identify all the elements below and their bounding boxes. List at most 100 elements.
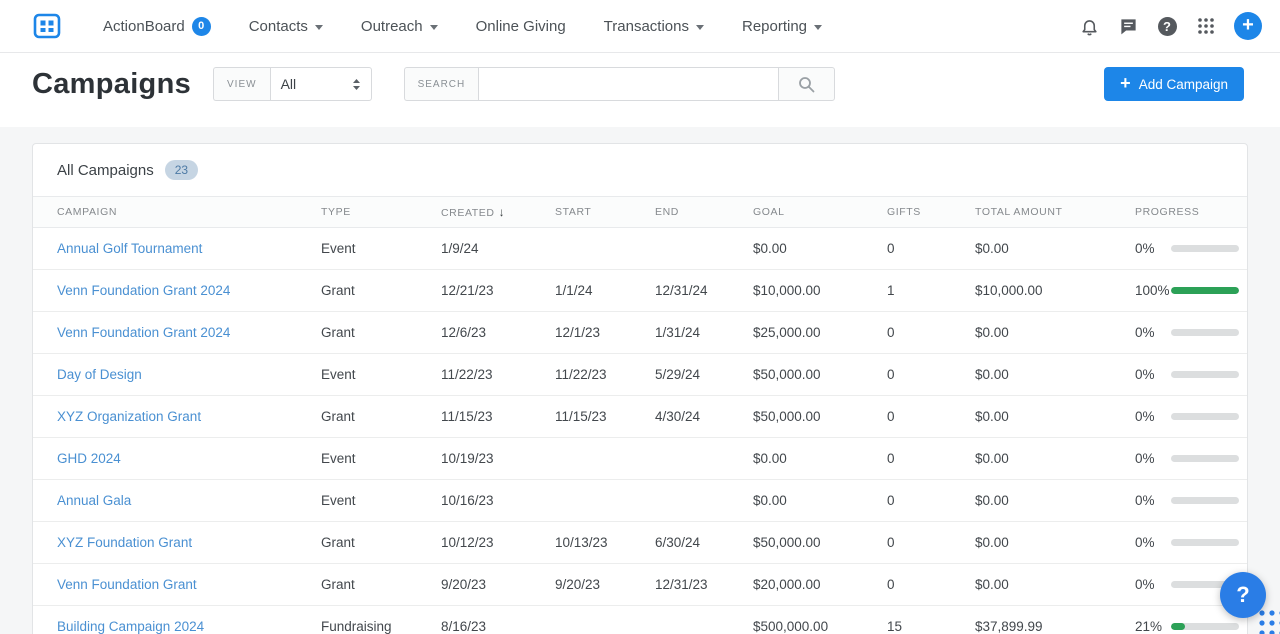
nav-item-actionboard[interactable]: ActionBoard 0 (84, 0, 230, 53)
campaign-start: 11/15/23 (545, 395, 645, 438)
campaign-link[interactable]: Annual Gala (57, 493, 132, 508)
campaign-start (545, 437, 645, 480)
progress-label: 100% (1135, 283, 1170, 298)
bell-icon[interactable] (1078, 15, 1100, 37)
campaign-gifts: 0 (877, 521, 965, 564)
campaign-total-amount: $0.00 (965, 479, 1125, 522)
campaign-gifts: 15 (877, 605, 965, 634)
help-icon[interactable]: ? (1156, 15, 1178, 37)
nav-transactions-label: Transactions (603, 17, 689, 35)
progress-label: 0% (1135, 241, 1155, 256)
progress-label: 0% (1135, 493, 1155, 508)
card-title: All Campaigns (57, 161, 154, 179)
launcher-dots-icon[interactable] (1257, 608, 1280, 634)
table-row: XYZ Organization Grant Grant 11/15/23 11… (33, 395, 1247, 438)
column-header-progress[interactable]: PROGRESS (1125, 196, 1247, 228)
campaign-created: 9/20/23 (431, 563, 545, 606)
view-select[interactable]: All (269, 67, 372, 101)
progress-bar-fill (1171, 287, 1239, 294)
select-arrows-icon (352, 78, 360, 90)
search-input[interactable] (478, 67, 779, 101)
progress-bar (1171, 455, 1239, 462)
nav-item-reporting[interactable]: Reporting (723, 0, 841, 53)
campaign-type: Grant (311, 521, 431, 564)
table-row: Venn Foundation Grant 2024 Grant 12/21/2… (33, 269, 1247, 312)
campaign-gifts: 0 (877, 437, 965, 480)
column-header-campaign[interactable]: CAMPAIGN (33, 196, 311, 228)
campaigns-card: All Campaigns 23 CAMPAIGN TYPE CREATED ↓ … (32, 143, 1248, 634)
campaign-type: Fundraising (311, 605, 431, 634)
search-button[interactable] (778, 67, 836, 101)
campaign-goal: $20,000.00 (743, 563, 877, 606)
progress-label: 0% (1135, 409, 1155, 424)
campaign-link[interactable]: Venn Foundation Grant 2024 (57, 283, 231, 298)
campaign-count-badge[interactable]: 23 (164, 160, 199, 180)
nav-contacts-label: Contacts (248, 17, 308, 35)
progress-bar (1171, 497, 1239, 504)
campaign-link[interactable]: Day of Design (57, 367, 142, 382)
column-header-gifts[interactable]: GIFTS (877, 196, 965, 228)
nav-item-online-giving[interactable]: Online Giving (457, 0, 585, 53)
progress-cell: 0% (1135, 367, 1239, 382)
campaign-goal: $0.00 (743, 437, 877, 480)
progress-cell: 0% (1135, 493, 1239, 508)
column-header-created[interactable]: CREATED ↓ (431, 196, 545, 228)
column-header-type[interactable]: TYPE (311, 196, 431, 228)
campaign-link[interactable]: XYZ Foundation Grant (57, 535, 193, 550)
help-fab-button[interactable]: ? (1220, 572, 1266, 618)
campaign-start (545, 227, 645, 270)
progress-cell: 0% (1135, 325, 1239, 340)
campaign-created: 12/6/23 (431, 311, 545, 354)
chevron-down-icon (314, 24, 323, 30)
chat-icon[interactable] (1117, 15, 1139, 37)
app-logo-icon[interactable] (32, 11, 62, 41)
view-label: VIEW (213, 67, 270, 101)
campaign-start: 12/1/23 (545, 311, 645, 354)
campaign-gifts: 0 (877, 227, 965, 270)
campaign-goal: $500,000.00 (743, 605, 877, 634)
actionboard-count-badge: 0 (191, 16, 211, 36)
campaign-link[interactable]: XYZ Organization Grant (57, 409, 202, 424)
table-row: XYZ Foundation Grant Grant 10/12/23 10/1… (33, 521, 1247, 564)
apps-grid-icon[interactable] (1195, 15, 1217, 37)
table-row: Annual Golf Tournament Event 1/9/24 $0.0… (33, 227, 1247, 270)
progress-bar (1171, 623, 1239, 630)
column-header-total-amount[interactable]: TOTAL AMOUNT (965, 196, 1125, 228)
nav-outreach-label: Outreach (360, 17, 423, 35)
campaign-link[interactable]: Venn Foundation Grant (57, 577, 197, 592)
nav-item-transactions[interactable]: Transactions (585, 0, 723, 53)
campaign-link[interactable]: GHD 2024 (57, 451, 121, 466)
campaign-total-amount: $0.00 (965, 395, 1125, 438)
column-header-start[interactable]: START (545, 196, 645, 228)
table-row: Venn Foundation Grant Grant 9/20/23 9/20… (33, 563, 1247, 606)
quick-add-button[interactable]: + (1234, 12, 1262, 40)
campaign-gifts: 0 (877, 395, 965, 438)
chevron-down-icon (695, 24, 704, 30)
page-title: Campaigns (32, 67, 192, 100)
campaign-link[interactable]: Building Campaign 2024 (57, 619, 205, 634)
campaign-goal: $0.00 (743, 479, 877, 522)
progress-bar (1171, 245, 1239, 252)
column-header-goal[interactable]: GOAL (743, 196, 877, 228)
search-icon (799, 76, 815, 92)
progress-bar (1171, 329, 1239, 336)
campaign-link[interactable]: Annual Golf Tournament (57, 241, 203, 256)
add-campaign-button[interactable]: + Add Campaign (1104, 67, 1244, 101)
campaign-link[interactable]: Venn Foundation Grant 2024 (57, 325, 231, 340)
campaign-created: 10/12/23 (431, 521, 545, 564)
progress-cell: 21% (1135, 619, 1239, 634)
top-nav: ActionBoard 0 Contacts Outreach Online G… (0, 0, 1280, 53)
table-row: Venn Foundation Grant 2024 Grant 12/6/23… (33, 311, 1247, 354)
nav-item-outreach[interactable]: Outreach (342, 0, 457, 53)
chevron-down-icon (814, 24, 823, 30)
campaign-end: 4/30/24 (645, 395, 743, 438)
nav-item-contacts[interactable]: Contacts (230, 0, 342, 53)
campaign-start: 1/1/24 (545, 269, 645, 312)
campaign-goal: $25,000.00 (743, 311, 877, 354)
campaign-end (645, 605, 743, 634)
campaign-type: Event (311, 353, 431, 396)
progress-label: 0% (1135, 325, 1155, 340)
nav-actionboard-label: ActionBoard (103, 17, 185, 35)
column-header-end[interactable]: END (645, 196, 743, 228)
progress-bar (1171, 581, 1239, 588)
